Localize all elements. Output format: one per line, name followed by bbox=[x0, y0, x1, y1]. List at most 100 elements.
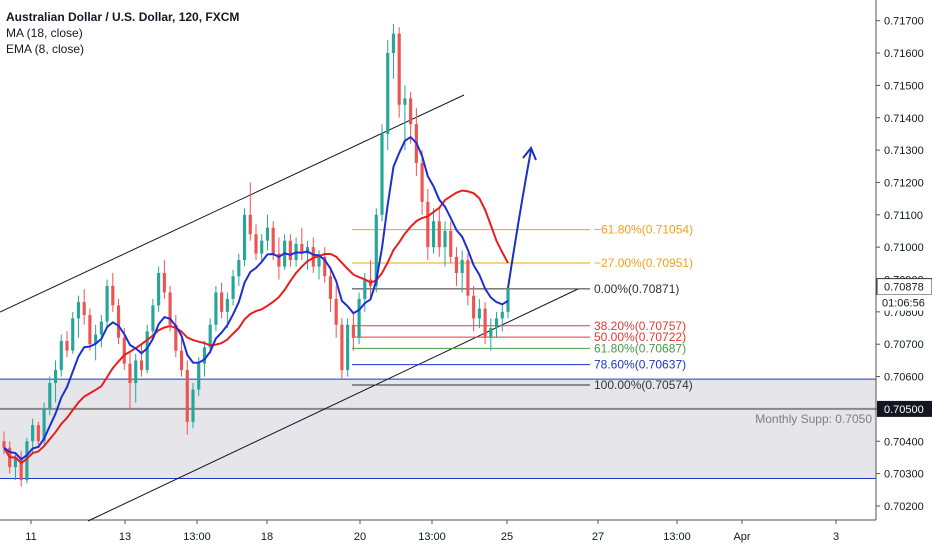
candle-body bbox=[271, 227, 275, 254]
fib-level-label: 0.00%(0.70871) bbox=[594, 282, 679, 296]
projection-arrowhead bbox=[522, 146, 537, 161]
candle-body bbox=[59, 340, 63, 371]
candle-body bbox=[202, 347, 207, 364]
candle-body bbox=[409, 98, 413, 125]
candle-body bbox=[116, 305, 121, 338]
candles bbox=[2, 23, 510, 487]
price-tick-label: 0.70700 bbox=[884, 339, 924, 351]
candle-body bbox=[145, 331, 149, 371]
candle-body bbox=[31, 425, 35, 442]
candle-body bbox=[437, 221, 441, 248]
ma-legend: MA (18, close) bbox=[6, 26, 83, 40]
candle-body bbox=[220, 292, 224, 312]
candle-body bbox=[323, 256, 327, 277]
price-tick-label: 0.71700 bbox=[884, 16, 924, 28]
chart-grid bbox=[0, 0, 877, 521]
candle-body bbox=[231, 276, 235, 299]
candle-body bbox=[162, 273, 166, 293]
candle-body bbox=[443, 230, 447, 248]
ema-legend: EMA (8, close) bbox=[6, 42, 85, 56]
candle-body bbox=[483, 308, 487, 338]
candle-body bbox=[397, 33, 401, 105]
fib-level-label: 100.00%(0.70574) bbox=[594, 378, 693, 392]
candle-body bbox=[460, 260, 464, 274]
price-tick-label: 0.71000 bbox=[884, 242, 924, 254]
time-tick-label: 13:00 bbox=[418, 531, 446, 543]
candle-body bbox=[208, 324, 212, 348]
candle-body bbox=[431, 221, 436, 248]
candle-body bbox=[105, 285, 109, 322]
time-tick-label: 27 bbox=[592, 531, 604, 543]
fibonacci-levels[interactable]: −61.80%(0.71054) −27.00%(0.70951) 0.00%(0.… bbox=[352, 223, 693, 392]
price-tick-label: 0.71500 bbox=[884, 80, 924, 92]
candle-body bbox=[248, 214, 252, 235]
candle-body bbox=[265, 227, 270, 241]
candle-body bbox=[36, 425, 40, 442]
candle-body bbox=[151, 305, 155, 332]
time-tick-label: 11 bbox=[25, 531, 36, 543]
chart-legend: Australian Dollar / U.S. Dollar, 120, FX… bbox=[6, 9, 239, 57]
time-tick-label: Apr bbox=[733, 531, 750, 543]
projection-arrow[interactable] bbox=[507, 146, 537, 289]
candle-body bbox=[346, 324, 350, 371]
candle-body bbox=[174, 324, 178, 351]
candle-body bbox=[357, 298, 361, 338]
candle-body bbox=[139, 360, 144, 371]
candle-body bbox=[88, 315, 92, 345]
support-zone-fill bbox=[0, 379, 876, 479]
fib-level-label: −27.00%(0.70951) bbox=[594, 256, 693, 270]
candle-body bbox=[82, 302, 86, 316]
candle-body bbox=[449, 230, 453, 257]
fib-level-label: 50.00%(0.70722) bbox=[594, 330, 686, 344]
candle-body bbox=[65, 340, 69, 351]
candle-body bbox=[391, 33, 396, 54]
candle-body bbox=[466, 260, 470, 296]
candle-body bbox=[122, 337, 126, 364]
price-tick-label: 0.70400 bbox=[884, 436, 924, 448]
price-tick-label: 0.70600 bbox=[884, 372, 924, 384]
candle-body bbox=[288, 240, 292, 261]
candle-body bbox=[500, 311, 504, 319]
projection-path[interactable] bbox=[507, 149, 532, 289]
candle-body bbox=[225, 298, 229, 312]
ma-18-line bbox=[3, 135, 509, 465]
time-tick-label: 18 bbox=[261, 531, 273, 543]
candle-body bbox=[403, 98, 407, 105]
price-axis[interactable]: 0.71700 0.71600 0.71500 0.71400 0.71300 0.712… bbox=[876, 16, 932, 513]
price-tick-label: 0.71600 bbox=[884, 48, 924, 60]
symbol-title: Australian Dollar / U.S. Dollar, 120, FX… bbox=[6, 10, 240, 24]
candle-body bbox=[311, 247, 315, 267]
candle-body bbox=[472, 295, 476, 319]
candle-body bbox=[185, 370, 189, 422]
support-price-value: 0.70500 bbox=[884, 404, 924, 416]
candle-body bbox=[426, 201, 430, 248]
fib-level-label: 61.80%(0.70687) bbox=[594, 341, 686, 355]
candle-body bbox=[214, 292, 218, 325]
candle-body bbox=[340, 324, 344, 371]
candle-body bbox=[334, 298, 338, 325]
support-price-tag[interactable] bbox=[877, 400, 932, 417]
time-tick-label: 13 bbox=[119, 531, 131, 543]
price-tick-label: 0.71400 bbox=[884, 113, 924, 125]
candle-body bbox=[111, 285, 115, 306]
candle-body bbox=[99, 321, 103, 335]
candle-body bbox=[489, 328, 493, 338]
support-zone bbox=[0, 378, 876, 479]
fib-level-label: 78.60%(0.70637) bbox=[594, 358, 686, 372]
candle-body bbox=[351, 324, 355, 338]
candle-body bbox=[157, 273, 161, 306]
candle-body bbox=[317, 256, 321, 267]
candle-body bbox=[179, 350, 184, 371]
candle-body bbox=[454, 256, 459, 274]
time-tick-label: 13:00 bbox=[663, 531, 691, 543]
candle-body bbox=[191, 389, 195, 422]
candle-body bbox=[76, 302, 81, 319]
time-axis[interactable]: 11 13 13:00 18 20 13:00 25 27 13:00 Apr 3 bbox=[25, 520, 839, 543]
candle-body bbox=[420, 163, 424, 202]
time-tick-label: 25 bbox=[501, 531, 513, 543]
support-label: Monthly Supp: 0.7050 bbox=[755, 412, 872, 426]
candle-body bbox=[363, 279, 367, 299]
candle-body bbox=[13, 457, 18, 468]
price-tick-label: 0.71100 bbox=[884, 210, 923, 222]
